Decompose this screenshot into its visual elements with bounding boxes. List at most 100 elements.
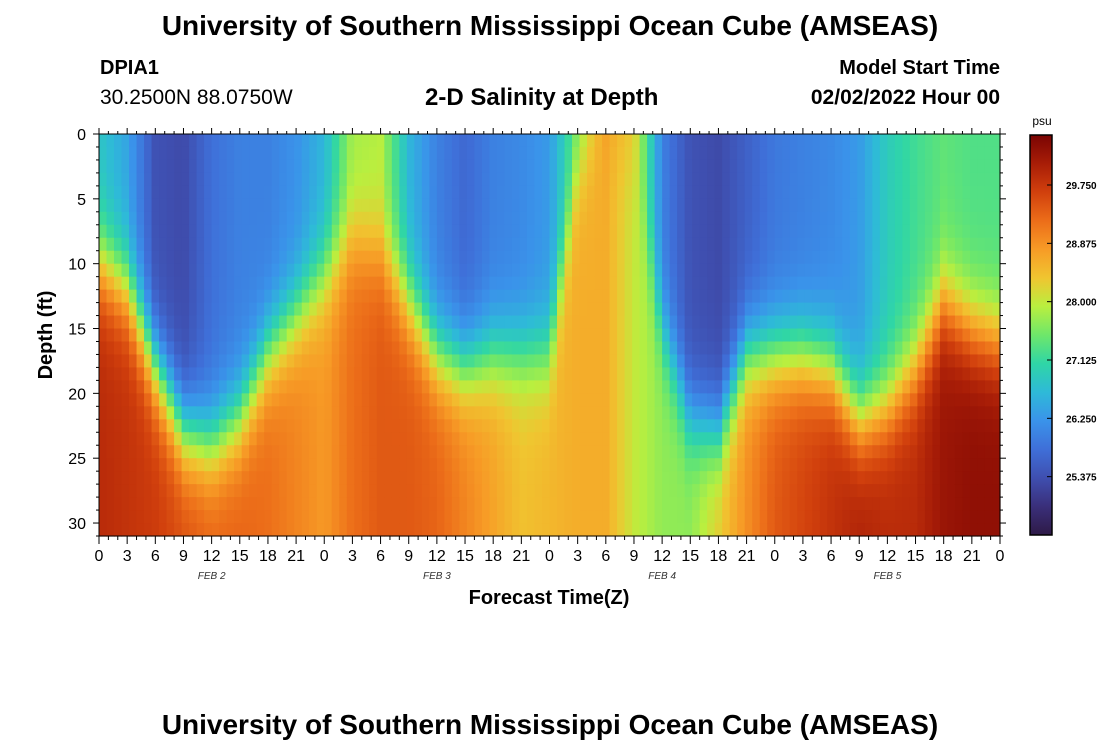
heatmap-cell [812, 328, 821, 343]
heatmap-cell [647, 276, 656, 291]
heatmap-cell [864, 185, 873, 200]
heatmap-cell [654, 354, 663, 369]
heatmap-cell [241, 302, 250, 317]
heatmap-cell [189, 224, 198, 239]
heatmap-cell [992, 419, 1001, 433]
heatmap-cell [812, 354, 821, 369]
heatmap-cell [662, 484, 671, 498]
heatmap-cell [932, 224, 941, 239]
heatmap-cell [602, 471, 611, 485]
heatmap-cell [752, 497, 761, 511]
heatmap-cell [406, 263, 415, 278]
heatmap-cell [842, 510, 851, 524]
heatmap-cell [617, 198, 626, 213]
heatmap-cell [444, 445, 453, 459]
heatmap-cell [451, 263, 460, 278]
heatmap-cell [286, 315, 295, 330]
heatmap-cell [129, 380, 138, 394]
heatmap-cell [136, 237, 145, 252]
heatmap-cell [429, 445, 438, 459]
heatmap-cell [271, 276, 280, 291]
heatmap-cell [669, 406, 678, 420]
heatmap-cell [677, 302, 686, 317]
x-tick-label: 15 [456, 548, 474, 565]
heatmap-cell [106, 146, 115, 161]
heatmap-cell [639, 510, 648, 524]
heatmap-cell [99, 367, 108, 381]
heatmap-cell [324, 211, 333, 226]
heatmap-cell [819, 471, 828, 485]
heatmap-cell [226, 354, 235, 369]
heatmap-cell [714, 406, 723, 420]
heatmap-cell [842, 497, 851, 511]
x-tick-label: 3 [123, 548, 132, 565]
heatmap-cell [376, 302, 385, 317]
heatmap-cell [804, 185, 813, 200]
heatmap-cell [729, 211, 738, 226]
heatmap-cell [549, 497, 558, 511]
heatmap-cell [451, 328, 460, 343]
heatmap-cell [361, 328, 370, 343]
heatmap-cell [602, 523, 611, 537]
heatmap-cell [316, 289, 325, 304]
heatmap-cell [729, 380, 738, 394]
heatmap-cell [872, 393, 881, 407]
heatmap-cell [421, 484, 430, 498]
heatmap-cell [924, 302, 934, 317]
heatmap-cell [677, 341, 686, 356]
heatmap-cell [834, 146, 843, 161]
heatmap-cell [189, 134, 198, 148]
heatmap-cell [579, 445, 588, 459]
heatmap-cell [707, 523, 716, 537]
heatmap-cell [399, 185, 408, 200]
heatmap-cell [609, 523, 618, 537]
heatmap-cell [489, 328, 498, 343]
heatmap-cell [384, 341, 393, 356]
heatmap-cell [459, 510, 468, 524]
heatmap-cell [129, 302, 138, 317]
heatmap-cell [684, 380, 693, 394]
heatmap-cell [879, 471, 888, 485]
heatmap-cell [99, 276, 108, 291]
heatmap-cell [924, 380, 934, 394]
heatmap-cell [624, 159, 633, 174]
heatmap-cell [819, 276, 828, 291]
heatmap-cell [211, 211, 220, 226]
heatmap-cell [947, 263, 956, 278]
heatmap-cell [677, 523, 686, 537]
heatmap-cell [872, 484, 881, 498]
heatmap-cell [699, 211, 708, 226]
heatmap-cell [256, 250, 265, 265]
heatmap-cell [707, 419, 716, 433]
heatmap-cell [909, 458, 919, 472]
heatmap-cell [729, 289, 738, 304]
heatmap-cell [714, 497, 723, 511]
heatmap-cell [744, 393, 753, 407]
heatmap-cell [511, 393, 521, 407]
heatmap-cell [752, 523, 761, 537]
heatmap-cell [677, 211, 686, 226]
heatmap-cell [309, 406, 318, 420]
heatmap-cell [684, 302, 693, 317]
heatmap-cell [827, 393, 836, 407]
heatmap-cell [639, 263, 648, 278]
heatmap-cell [196, 380, 205, 394]
heatmap-cell [219, 328, 228, 343]
heatmap-cell [384, 484, 393, 498]
heatmap-cell [279, 497, 288, 511]
heatmap-cell [677, 445, 686, 459]
heatmap-cell [279, 237, 288, 252]
heatmap-cell [406, 484, 415, 498]
heatmap-cell [391, 302, 400, 317]
heatmap-cell [226, 432, 235, 446]
heatmap-cell [376, 523, 385, 537]
heatmap-cell [549, 159, 558, 174]
heatmap-cell [729, 393, 738, 407]
heatmap-cell [722, 458, 731, 472]
heatmap-cell [361, 523, 370, 537]
heatmap-cell [144, 406, 153, 420]
heatmap-cell [707, 341, 716, 356]
heatmap-cell [219, 484, 228, 498]
heatmap-cell [977, 510, 986, 524]
heatmap-cell [474, 159, 483, 174]
